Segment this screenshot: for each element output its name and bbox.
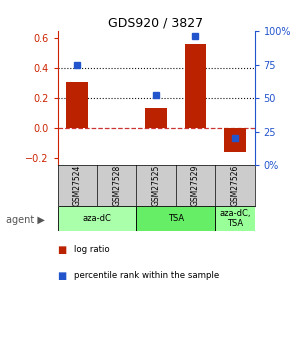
Text: GSM27528: GSM27528 [112,165,121,206]
Bar [66,82,88,128]
Text: aza-dC,
TSA: aza-dC, TSA [219,209,251,228]
Text: log ratio: log ratio [74,245,110,254]
Bar [136,206,215,231]
Text: TSA: TSA [168,214,184,223]
Text: GSM27525: GSM27525 [152,165,161,206]
Bar [185,44,206,128]
Text: percentile rank within the sample: percentile rank within the sample [74,271,219,280]
Text: agent ▶: agent ▶ [6,216,45,226]
Text: ■: ■ [58,245,67,255]
Text: GSM27529: GSM27529 [191,165,200,206]
Bar [145,108,167,128]
Title: GDS920 / 3827: GDS920 / 3827 [108,17,204,30]
Text: GSM27524: GSM27524 [73,165,82,206]
Bar [224,128,246,152]
Bar [58,206,136,231]
Bar [215,206,255,231]
Text: GSM27526: GSM27526 [230,165,239,206]
Text: ■: ■ [58,271,67,281]
Text: aza-dC: aza-dC [82,214,112,223]
